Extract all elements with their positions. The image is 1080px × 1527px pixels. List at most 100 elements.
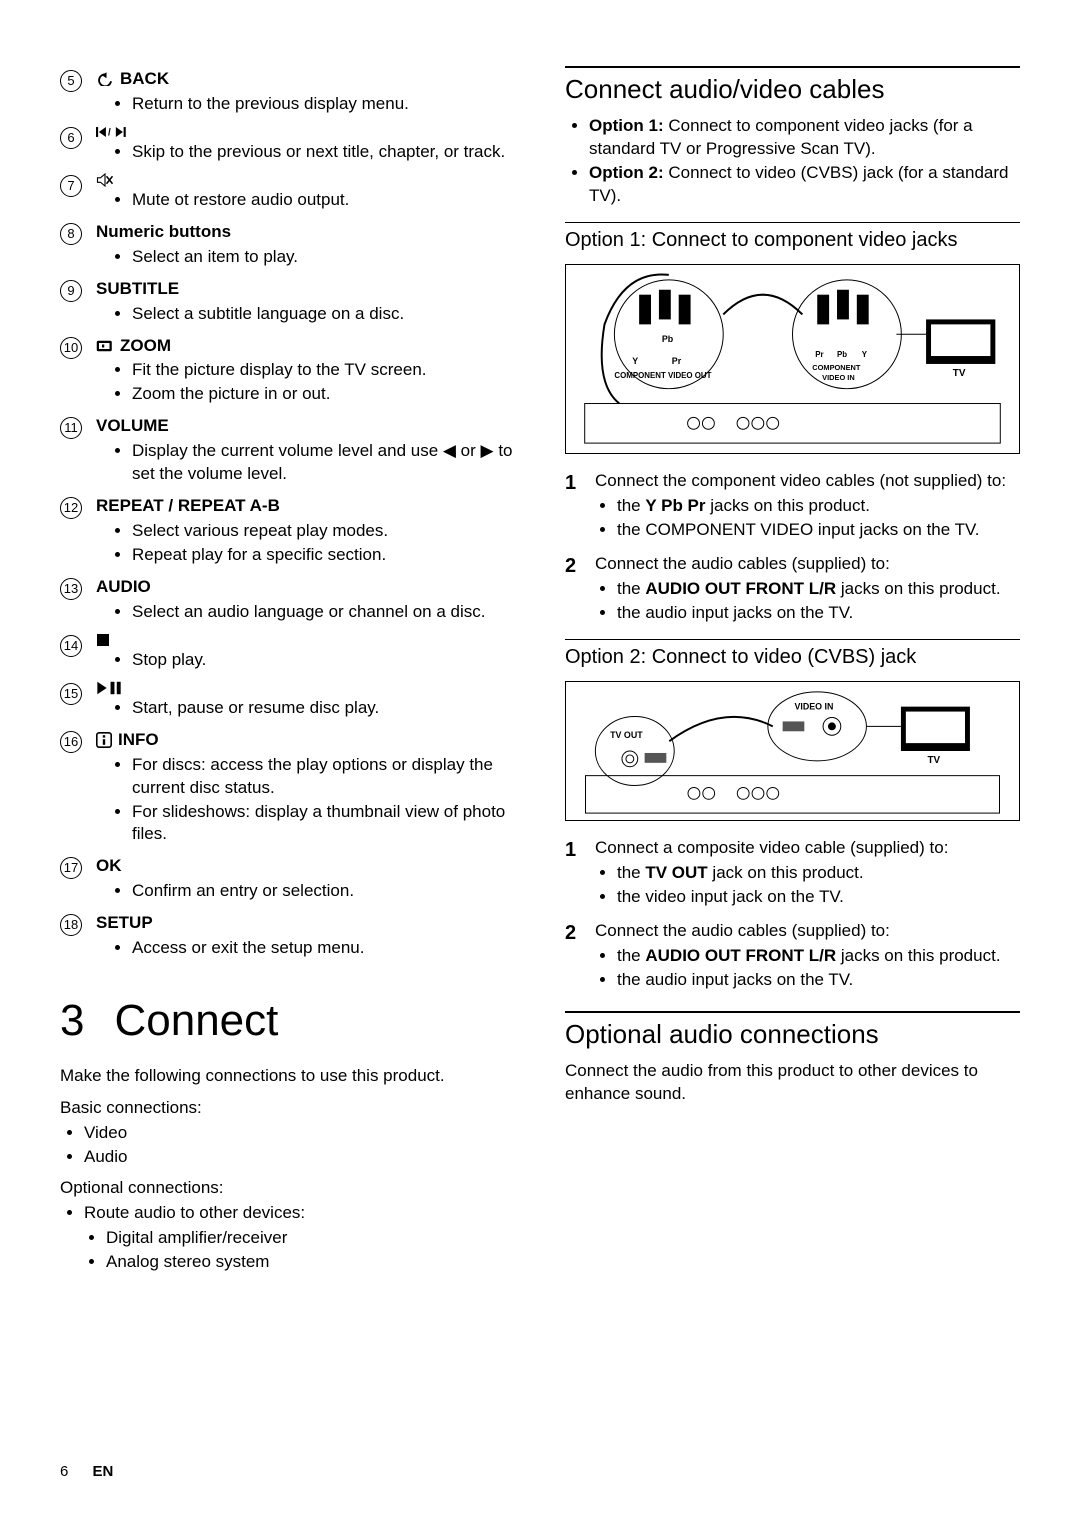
item-number: 11: [60, 417, 82, 439]
playpause-icon: [96, 681, 122, 695]
item-bullet: Start, pause or resume disc play.: [132, 697, 515, 720]
item-bullet: Display the current volume level and use…: [132, 440, 515, 486]
item-number: 5: [60, 70, 82, 92]
subsection-option2: Option 2: Connect to video (CVBS) jack: [565, 639, 1020, 671]
item-bullet: Zoom the picture in or out.: [132, 383, 515, 406]
step1-1-sub1: the Y Pb Pr jacks on this product.: [617, 495, 1020, 518]
item-bullet: Select a subtitle language on a disc.: [132, 303, 515, 326]
svg-text:Pr: Pr: [672, 356, 682, 366]
section-connect-av: Connect audio/video cables: [565, 66, 1020, 107]
remote-item-11: 11 VOLUMEDisplay the current volume level…: [60, 415, 515, 487]
item-heading: INFO: [96, 729, 515, 752]
item-label: AUDIO: [96, 576, 151, 599]
svg-text:/: /: [108, 127, 111, 138]
mute-icon: [96, 173, 114, 187]
info-icon: [96, 732, 112, 748]
remote-item-17: 17 OKConfirm an entry or selection.: [60, 855, 515, 904]
step1-2-sub2: the audio input jacks on the TV.: [617, 602, 1020, 625]
item-number: 12: [60, 497, 82, 519]
item-number: 13: [60, 578, 82, 600]
step-1: 1 Connect the component video cables (no…: [565, 470, 1020, 543]
item-number: 10: [60, 337, 82, 359]
page-lang: EN: [93, 1463, 114, 1480]
zoom-icon: [96, 339, 114, 353]
item-heading: ZOOM: [96, 335, 515, 358]
item-heading: Numeric buttons: [96, 221, 515, 244]
optional-connections-label: Optional connections:: [60, 1177, 515, 1200]
item-number: 14: [60, 635, 82, 657]
basic-item: Audio: [84, 1146, 515, 1169]
item-bullet: For discs: access the play options or di…: [132, 754, 515, 800]
right-column: Connect audio/video cables Option 1: Con…: [565, 60, 1020, 1275]
item-number: 16: [60, 731, 82, 753]
item-bullet: Select an audio language or channel on a…: [132, 601, 515, 624]
step2-1: 1 Connect a composite video cable (suppl…: [565, 837, 1020, 910]
diagram-component-video: Pb YPr COMPONENT VIDEO OUT PrPbY COMPONE…: [565, 264, 1020, 454]
remote-item-13: 13 AUDIOSelect an audio language or chann…: [60, 576, 515, 625]
skip-icon: /: [96, 125, 130, 139]
svg-text:Pr: Pr: [815, 350, 823, 359]
item-number: 8: [60, 223, 82, 245]
optional-audio-text: Connect the audio from this product to o…: [565, 1060, 1020, 1106]
item-number: 15: [60, 683, 82, 705]
step1-2-sub1: the AUDIO OUT FRONT L/R jacks on this pr…: [617, 578, 1020, 601]
item-bullet: Fit the picture display to the TV screen…: [132, 359, 515, 382]
item-heading: /: [96, 125, 515, 139]
item-label: VOLUME: [96, 415, 169, 438]
remote-item-6: 6/Skip to the previous or next title, ch…: [60, 125, 515, 165]
item-bullet: Return to the previous display menu.: [132, 93, 515, 116]
remote-item-18: 18 SETUPAccess or exit the setup menu.: [60, 912, 515, 961]
chapter-heading: 3 Connect: [60, 991, 515, 1050]
remote-item-16: 16 INFOFor discs: access the play options…: [60, 729, 515, 848]
label-videoin: VIDEO IN: [794, 702, 833, 712]
section-optional-audio: Optional audio connections: [565, 1011, 1020, 1052]
remote-item-15: 15 Start, pause or resume disc play.: [60, 681, 515, 721]
item-label: SUBTITLE: [96, 278, 179, 301]
basic-item: Video: [84, 1122, 515, 1145]
item-number: 9: [60, 280, 82, 302]
item-bullet: Confirm an entry or selection.: [132, 880, 515, 903]
remote-item-8: 8 Numeric buttonsSelect an item to play.: [60, 221, 515, 270]
subsection-option1: Option 1: Connect to component video jac…: [565, 222, 1020, 254]
item-bullet: Select an item to play.: [132, 246, 515, 269]
chapter-title: Connect: [114, 991, 278, 1050]
item-heading: BACK: [96, 68, 515, 91]
option2-summary: Option 2: Connect to video (CVBS) jack (…: [589, 162, 1020, 208]
label-tv: TV: [953, 368, 966, 379]
page-number: 6: [60, 1463, 68, 1480]
item-bullet: Access or exit the setup menu.: [132, 937, 515, 960]
optional-item: Route audio to other devices:Digital amp…: [84, 1202, 515, 1274]
svg-text:VIDEO IN: VIDEO IN: [822, 373, 855, 382]
item-number: 7: [60, 175, 82, 197]
remote-item-10: 10 ZOOMFit the picture display to the TV …: [60, 335, 515, 408]
item-bullet: For slideshows: display a thumbnail view…: [132, 801, 515, 847]
remote-item-7: 7 Mute ot restore audio output.: [60, 173, 515, 213]
item-heading: OK: [96, 855, 515, 878]
item-label: INFO: [118, 729, 159, 752]
item-label: BACK: [120, 68, 169, 91]
back-icon: [96, 72, 114, 86]
svg-text:COMPONENT: COMPONENT: [812, 363, 861, 372]
chapter-intro: Make the following connections to use th…: [60, 1065, 515, 1088]
item-bullet: Select various repeat play modes.: [132, 520, 515, 543]
diagram-cvbs-video: TV OUT VIDEO IN TV: [565, 681, 1020, 821]
optional-subitem: Digital amplifier/receiver: [106, 1227, 515, 1250]
item-label: ZOOM: [120, 335, 171, 358]
item-heading: SUBTITLE: [96, 278, 515, 301]
svg-text:Pb: Pb: [837, 350, 847, 359]
optional-subitem: Analog stereo system: [106, 1251, 515, 1274]
left-column: 5 BACKReturn to the previous display menu…: [60, 60, 515, 1275]
item-number: 18: [60, 914, 82, 936]
item-heading: [96, 681, 515, 695]
svg-text:Y: Y: [862, 350, 868, 359]
page-footer: 6 EN: [60, 1462, 113, 1482]
item-label: SETUP: [96, 912, 153, 935]
item-number: 17: [60, 857, 82, 879]
item-bullet: Mute ot restore audio output.: [132, 189, 515, 212]
item-heading: [96, 173, 515, 187]
option1-summary: Option 1: Connect to component video jac…: [589, 115, 1020, 161]
svg-text:TV: TV: [928, 755, 941, 766]
basic-connections-label: Basic connections:: [60, 1097, 515, 1120]
item-heading: REPEAT / REPEAT A-B: [96, 495, 515, 518]
item-number: 6: [60, 127, 82, 149]
